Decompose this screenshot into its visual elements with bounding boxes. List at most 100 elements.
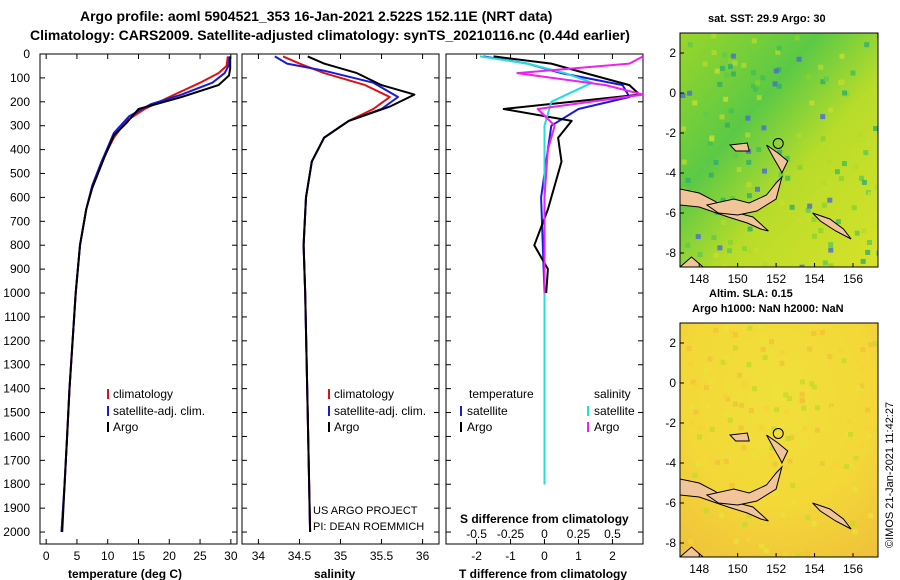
sla-map: 148 150 152 154 156 2 0 -2 -4 -6 -8 — [665, 322, 879, 576]
field-cell — [752, 386, 757, 392]
field-cell — [755, 186, 760, 192]
depth-tick-label: 400 — [10, 143, 30, 157]
field-cell — [796, 56, 802, 62]
field-cell — [831, 491, 837, 497]
depth-tick-label: 1200 — [3, 334, 30, 348]
field-cell — [729, 482, 735, 488]
field-cell — [768, 452, 774, 458]
depth-tick-label: 1100 — [4, 310, 30, 324]
series-line-satellite-adj-clim- — [60, 56, 231, 533]
field-cell — [838, 348, 844, 354]
depth-tick-label: 0 — [23, 47, 30, 61]
sla-map-subtitle: Argo h1000: NaN h2000: NaN — [692, 303, 844, 315]
difference-plot: -2 -1 0 1 2 -0.5 -0.25 0 0.25 0.5 — [446, 53, 644, 563]
argo-position-marker — [772, 137, 784, 149]
field-cell — [692, 100, 698, 106]
field-cell — [709, 379, 715, 385]
field-cell — [769, 339, 774, 345]
field-cell — [868, 513, 874, 519]
field-cell — [752, 453, 758, 459]
x-tick-label: 1 — [575, 549, 582, 563]
field-cell — [873, 126, 878, 131]
field-cell — [848, 431, 853, 437]
field-cell — [713, 252, 719, 258]
field-cell — [820, 136, 826, 142]
y-tick-label: -4 — [665, 456, 676, 470]
field-cell — [796, 216, 802, 222]
field-cell — [789, 435, 795, 441]
land-polygon — [812, 502, 852, 530]
field-cell — [772, 461, 778, 467]
field-cell — [842, 90, 848, 96]
series-line-climatology — [60, 56, 229, 533]
x-tick-label: 15 — [132, 549, 146, 563]
difference-legend: temperature salinity satellite Argo sate… — [460, 387, 635, 434]
field-cell — [689, 420, 695, 426]
field-cell — [740, 109, 746, 114]
s-tick-label: -0.25 — [497, 527, 525, 541]
series-line-argo — [302, 55, 416, 533]
field-cell — [801, 405, 807, 411]
depth-tick-label: 1500 — [3, 406, 30, 420]
sst-map-title: sat. SST: 29.9 Argo: 30 — [708, 13, 826, 25]
series-line-climatology — [282, 55, 391, 533]
field-cell — [736, 167, 742, 173]
x-tick-label: 35 — [334, 549, 348, 563]
x-tick-label: 152 — [766, 562, 786, 576]
field-cell — [853, 459, 859, 465]
y-tick-label: 2 — [669, 336, 676, 350]
depth-tick-label: 900 — [10, 262, 30, 276]
field-cell — [799, 264, 805, 267]
legend-salinity-title: salinity — [594, 387, 631, 401]
field-cell — [751, 83, 756, 89]
field-cell — [758, 323, 764, 329]
field-cell — [745, 126, 751, 132]
field-cell — [867, 191, 873, 197]
field-cell — [772, 143, 778, 149]
land-polygon — [766, 144, 789, 175]
depth-tick-label: 2000 — [3, 525, 30, 539]
legend-climatology-label: climatology — [334, 387, 394, 401]
land-polygon — [812, 212, 852, 240]
field-cell — [704, 385, 709, 391]
field-cell — [730, 53, 736, 59]
field-cell — [753, 87, 758, 92]
field-cell — [693, 409, 699, 415]
field-cell — [838, 486, 844, 492]
legend-climatology-label: climatology — [113, 387, 173, 401]
field-cell — [874, 184, 878, 190]
field-cell — [787, 458, 793, 464]
field-cell — [775, 49, 781, 55]
field-cell — [709, 136, 715, 142]
field-cell — [820, 79, 826, 85]
field-cell — [728, 108, 734, 114]
field-cell — [797, 105, 803, 111]
field-cell — [728, 239, 733, 245]
field-cell — [852, 529, 858, 535]
field-cell — [763, 548, 769, 554]
depth-tick-label: 300 — [10, 119, 30, 133]
field-cell — [688, 324, 694, 330]
field-cell — [687, 361, 693, 366]
field-cell — [720, 197, 726, 203]
field-cell — [748, 408, 754, 413]
field-cell — [811, 521, 817, 527]
field-cell — [790, 424, 796, 430]
depth-tick-label: 1000 — [3, 286, 30, 300]
depth-axis: 0 100 200 300 400 500 600 700 800 900 1000 1100 1200… — [3, 47, 30, 539]
field-cell — [719, 114, 725, 120]
field-cell — [804, 550, 810, 556]
field-cell — [748, 248, 753, 254]
field-cell — [802, 426, 808, 432]
land-polygon — [705, 175, 783, 216]
field-cell — [782, 413, 788, 419]
field-cell — [861, 179, 867, 185]
field-cell — [729, 329, 735, 335]
field-cell — [742, 522, 748, 528]
s-tick-label: 0.25 — [567, 527, 591, 541]
depth-tick-label: 1700 — [3, 453, 30, 467]
field-cell — [703, 508, 709, 514]
temperature-plot: 0 5 10 15 20 25 30 — [40, 53, 238, 563]
legend-temperature-title: temperature — [469, 387, 534, 401]
field-cell — [809, 100, 815, 106]
